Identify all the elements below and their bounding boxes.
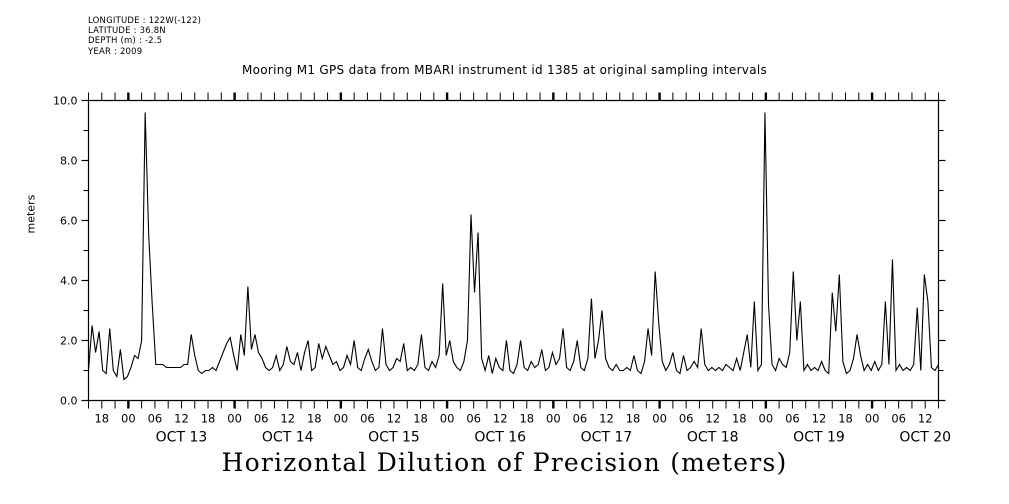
metadata-depth: DEPTH (m) : -2.5 — [88, 36, 163, 47]
x-hour-label: 00 — [334, 412, 349, 426]
x-hour-label: 06 — [785, 412, 800, 426]
plot-group: 0.0 2.0 4.0 6.0 8.0 10.0 18 00 06 12 18 00 06 12 18 00 0… — [53, 92, 951, 446]
x-day-label: OCT 18 — [687, 430, 739, 446]
x-hour-label: 18 — [413, 412, 428, 426]
metadata-year: YEAR : 2009 — [88, 46, 143, 57]
x-day-labels: OCT 13 OCT 14 OCT 15 OCT 16 OCT 17 OCT 18 OCT … — [156, 430, 951, 446]
x-hour-label: 12 — [174, 412, 189, 426]
x-hour-label: 00 — [440, 412, 455, 426]
x-hour-label: 12 — [812, 412, 827, 426]
x-hour-label: 00 — [227, 412, 242, 426]
x-hour-label: 12 — [599, 412, 614, 426]
x-hour-label: 12 — [493, 412, 508, 426]
x-hour-label: 12 — [918, 412, 933, 426]
x-hour-label: 12 — [280, 412, 295, 426]
figure-caption: Horizontal Dilution of Precision (meters… — [221, 448, 788, 477]
y-axis-ticks: 0.0 2.0 4.0 6.0 8.0 10.0 — [53, 95, 946, 408]
metadata-block: LONGITUDE : 122W(-122) LATITUDE : 36.8N … — [88, 16, 201, 57]
x-hour-labels: 18 00 06 12 18 00 06 12 18 00 06 12 18 00 06 12 18 00 06 12… — [94, 412, 932, 426]
x-day-label: OCT 20 — [899, 430, 951, 446]
x-hour-label: 06 — [254, 412, 269, 426]
x-hour-label: 06 — [891, 412, 906, 426]
x-hour-label: 12 — [705, 412, 720, 426]
x-hour-label: 18 — [519, 412, 534, 426]
x-day-label: OCT 16 — [474, 430, 526, 446]
x-hour-label: 12 — [387, 412, 402, 426]
y-tick-label: 10.0 — [53, 95, 78, 108]
x-axis-ticks — [88, 92, 939, 409]
x-hour-label: 06 — [573, 412, 588, 426]
x-day-label: OCT 14 — [262, 430, 314, 446]
plot-frame — [87, 99, 940, 402]
x-hour-label: 06 — [360, 412, 375, 426]
x-hour-label: 06 — [466, 412, 481, 426]
x-hour-label: 18 — [307, 412, 322, 426]
x-hour-label: 06 — [148, 412, 163, 426]
x-day-label: OCT 19 — [793, 430, 845, 446]
data-series-line — [87, 112, 939, 381]
x-hour-label: 18 — [626, 412, 641, 426]
x-hour-label: 18 — [94, 412, 109, 426]
x-day-label: OCT 15 — [368, 430, 420, 446]
x-hour-label: 00 — [546, 412, 561, 426]
y-tick-label: 4.0 — [60, 275, 78, 288]
x-day-label: OCT 17 — [581, 430, 633, 446]
x-hour-label: 00 — [759, 412, 774, 426]
y-tick-label: 6.0 — [60, 215, 78, 228]
chart-title: Mooring M1 GPS data from MBARI instrumen… — [241, 63, 768, 77]
y-tick-label: 8.0 — [60, 155, 78, 168]
metadata-longitude: LONGITUDE : 122W(-122) — [88, 16, 202, 26]
x-hour-label: 18 — [201, 412, 216, 426]
metadata-latitude: LATITUDE : 36.8N — [88, 26, 166, 37]
y-tick-label: 0.0 — [60, 395, 78, 408]
x-hour-label: 18 — [732, 412, 747, 426]
x-hour-label: 00 — [121, 412, 136, 426]
x-hour-label: 06 — [679, 412, 694, 426]
y-tick-label: 2.0 — [60, 335, 78, 348]
x-hour-label: 18 — [838, 412, 853, 426]
x-hour-label: 00 — [865, 412, 880, 426]
x-day-label: OCT 13 — [156, 430, 208, 446]
x-hour-label: 00 — [652, 412, 667, 426]
